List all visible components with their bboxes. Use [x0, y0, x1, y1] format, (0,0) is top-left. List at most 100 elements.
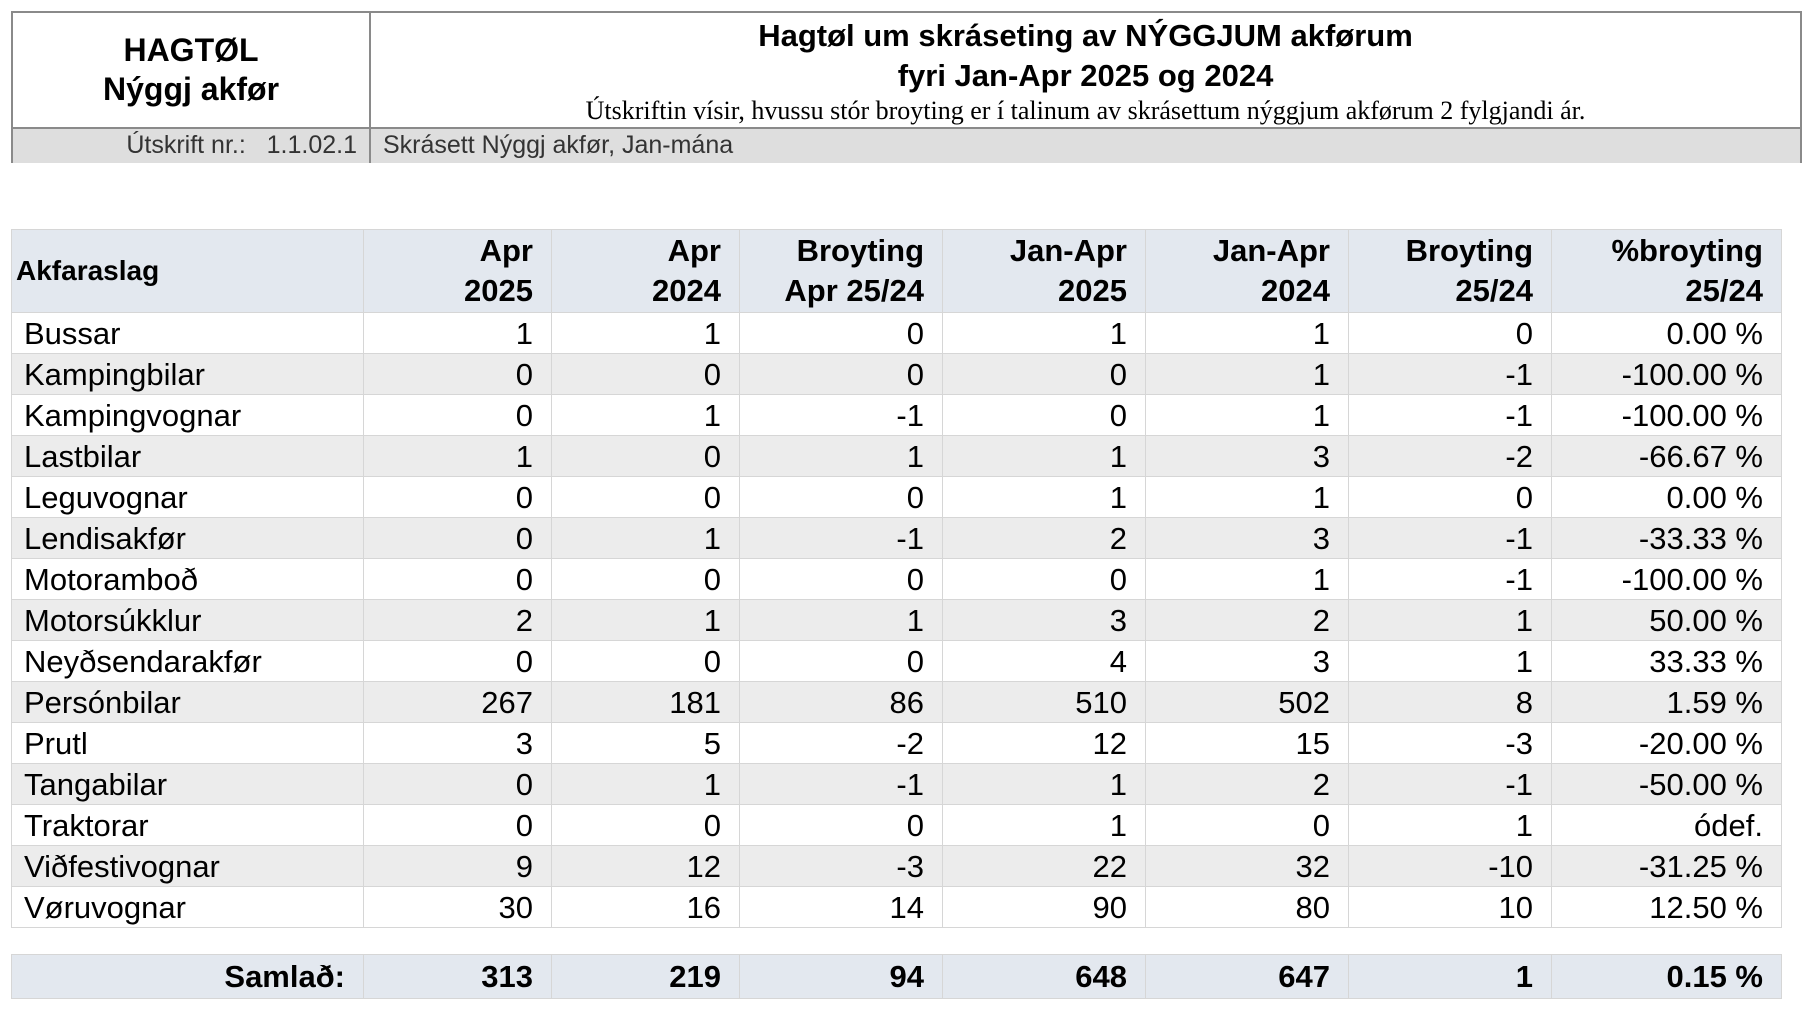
value-cell: 2 — [1145, 763, 1349, 805]
value-cell: 86 — [739, 681, 943, 723]
value-cell: 32 — [1145, 845, 1349, 887]
value-cell: 1 — [1145, 353, 1349, 395]
vehicle-type-cell: Lendisakfør — [11, 517, 364, 559]
value-cell: 3 — [1145, 435, 1349, 477]
value-cell: 0 — [1145, 804, 1349, 846]
column-header-line1: Jan-Apr — [1009, 233, 1127, 268]
value-cell: 2 — [363, 599, 552, 641]
total-row: Samlað: 313 219 94 648 647 1 0.15 % — [11, 954, 1782, 999]
table-row: Traktorar 0 0 0 1 0 1 ódef. — [11, 804, 1782, 846]
value-cell: 1 — [739, 599, 943, 641]
value-cell: 1 — [363, 435, 552, 477]
value-cell: 0.00 % — [1551, 476, 1782, 518]
column-header-line2: 2025 — [1058, 273, 1127, 308]
value-cell: 0 — [739, 353, 943, 395]
value-cell: 1 — [1348, 804, 1552, 846]
value-cell: 1 — [942, 476, 1146, 518]
column-header-line2: 2024 — [1261, 273, 1330, 308]
value-cell: 1.59 % — [1551, 681, 1782, 723]
vehicle-type-cell: Persónbilar — [11, 681, 364, 723]
table-row: Tangabilar 0 1 -1 1 2 -1 -50.00 % — [11, 763, 1782, 805]
column-header-line2: 25/24 — [1685, 273, 1763, 308]
value-cell: 15 — [1145, 722, 1349, 764]
value-cell: 0 — [363, 394, 552, 436]
vehicle-type-cell: Kampingvognar — [11, 394, 364, 436]
value-cell: -1 — [739, 517, 943, 559]
value-cell: 1 — [551, 394, 740, 436]
vehicle-type-cell: Vøruvognar — [11, 886, 364, 928]
value-cell: -33.33 % — [1551, 517, 1782, 559]
value-cell: 3 — [1145, 517, 1349, 559]
table-row: Neyðsendarakfør 0 0 0 4 3 1 33.33 % — [11, 640, 1782, 682]
value-cell: 1 — [942, 312, 1146, 354]
value-cell: 0 — [363, 804, 552, 846]
column-header-line2: 25/24 — [1455, 273, 1533, 308]
vehicle-type-cell: Motorsúkklur — [11, 599, 364, 641]
value-cell: 1 — [1145, 476, 1349, 518]
value-cell: 1 — [942, 804, 1146, 846]
value-cell: 0 — [739, 558, 943, 600]
value-cell: 1 — [551, 599, 740, 641]
value-cell: 267 — [363, 681, 552, 723]
value-cell: 3 — [1145, 640, 1349, 682]
value-cell: -10 — [1348, 845, 1552, 887]
total-value: 0.15 % — [1551, 954, 1782, 999]
value-cell: -100.00 % — [1551, 558, 1782, 600]
column-header-vehicle-type: Akfaraslag — [11, 229, 364, 313]
value-cell: 22 — [942, 845, 1146, 887]
value-cell: 0 — [363, 517, 552, 559]
value-cell: -1 — [739, 394, 943, 436]
column-header: Apr 2024 — [551, 229, 740, 313]
value-cell: 0 — [551, 558, 740, 600]
value-cell: -50.00 % — [1551, 763, 1782, 805]
vehicle-type-cell: Leguvognar — [11, 476, 364, 518]
total-value: 647 — [1145, 954, 1349, 999]
value-cell: -100.00 % — [1551, 353, 1782, 395]
vehicle-type-cell: Prutl — [11, 722, 364, 764]
value-cell: 510 — [942, 681, 1146, 723]
value-cell: 2 — [942, 517, 1146, 559]
value-cell: -3 — [739, 845, 943, 887]
value-cell: 1 — [1348, 599, 1552, 641]
value-cell: 0 — [739, 640, 943, 682]
value-cell: 90 — [942, 886, 1146, 928]
total-value: 648 — [942, 954, 1146, 999]
value-cell: 181 — [551, 681, 740, 723]
value-cell: 0 — [551, 353, 740, 395]
value-cell: 14 — [739, 886, 943, 928]
value-cell: 30 — [363, 886, 552, 928]
column-header-line1: Broyting — [796, 233, 924, 268]
value-cell: 0 — [551, 476, 740, 518]
vehicle-type-cell: Viðfestivognar — [11, 845, 364, 887]
report-label: HAGTØL Nýggj akfør — [13, 13, 371, 127]
value-cell: 0 — [942, 558, 1146, 600]
value-cell: -1 — [1348, 558, 1552, 600]
value-cell: 0 — [942, 353, 1146, 395]
vehicle-registration-table: Akfaraslag Apr 2025 Apr 2024 Broyting Apr 25/2… — [11, 229, 1782, 928]
column-header-line1: Apr — [667, 233, 721, 268]
value-cell: 1 — [942, 435, 1146, 477]
value-cell: 1 — [942, 763, 1146, 805]
report-title-block: Hagtøl um skráseting av NÝGGJUM akførum … — [371, 13, 1800, 127]
value-cell: 3 — [942, 599, 1146, 641]
value-cell: 10 — [1348, 886, 1552, 928]
vehicle-type-cell: Tangabilar — [11, 763, 364, 805]
report-number: Útskrift nr.: 1.1.02.1 — [13, 129, 371, 163]
table-row: Prutl 3 5 -2 12 15 -3 -20.00 % — [11, 722, 1782, 764]
value-cell: 1 — [739, 435, 943, 477]
value-cell: 0.00 % — [1551, 312, 1782, 354]
report-description: Útskriftin vísir, hvussu stór broyting e… — [585, 96, 1586, 125]
column-header: Broyting 25/24 — [1348, 229, 1552, 313]
column-header: Broyting Apr 25/24 — [739, 229, 943, 313]
column-header-line2: Apr 25/24 — [784, 273, 924, 308]
value-cell: 5 — [551, 722, 740, 764]
value-cell: 1 — [1145, 558, 1349, 600]
value-cell: 0 — [942, 394, 1146, 436]
value-cell: 0 — [363, 353, 552, 395]
report-header: HAGTØL Nýggj akfør Hagtøl um skráseting … — [11, 11, 1802, 163]
value-cell: 0 — [363, 763, 552, 805]
report-subtitle: Skrásett Nýggj akfør, Jan-mána — [383, 131, 734, 159]
value-cell: 0 — [551, 640, 740, 682]
value-cell: 502 — [1145, 681, 1349, 723]
total-table: Samlað: 313 219 94 648 647 1 0.15 % — [11, 954, 1782, 999]
